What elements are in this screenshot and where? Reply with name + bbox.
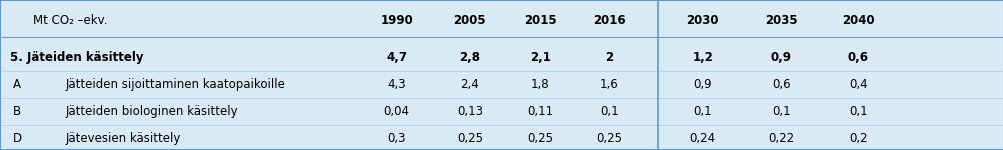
Text: 0,3: 0,3	[387, 132, 405, 145]
Text: 5. Jäteiden käsittely: 5. Jäteiden käsittely	[10, 51, 143, 64]
Text: 0,25: 0,25	[456, 132, 482, 145]
Text: 2,1: 2,1	[530, 51, 550, 64]
Text: Jätevesien käsittely: Jätevesien käsittely	[65, 132, 181, 145]
Text: 0,2: 0,2	[849, 132, 867, 145]
Text: 0,13: 0,13	[456, 105, 482, 118]
Text: 2015: 2015	[524, 14, 556, 27]
Text: 0,25: 0,25	[596, 132, 622, 145]
Text: A: A	[13, 78, 21, 91]
Text: Jätteiden biologinen käsittely: Jätteiden biologinen käsittely	[65, 105, 238, 118]
Text: 2030: 2030	[686, 14, 718, 27]
Text: 0,11: 0,11	[527, 105, 553, 118]
Text: 0,1: 0,1	[771, 105, 789, 118]
Text: 0,1: 0,1	[693, 105, 711, 118]
Text: 2035: 2035	[764, 14, 796, 27]
Text: 0,22: 0,22	[767, 132, 793, 145]
Text: 1990: 1990	[380, 14, 412, 27]
Text: 0,9: 0,9	[770, 51, 790, 64]
Text: 0,6: 0,6	[771, 78, 789, 91]
Text: 2016: 2016	[593, 14, 625, 27]
Text: Jätteiden sijoittaminen kaatopaikoille: Jätteiden sijoittaminen kaatopaikoille	[65, 78, 285, 91]
Text: 0,24: 0,24	[689, 132, 715, 145]
Text: 0,6: 0,6	[848, 51, 868, 64]
Text: 4,7: 4,7	[386, 51, 406, 64]
Text: 2040: 2040	[842, 14, 874, 27]
Text: 0,1: 0,1	[600, 105, 618, 118]
Text: 2,4: 2,4	[460, 78, 478, 91]
Text: 0,1: 0,1	[849, 105, 867, 118]
Text: Mt CO₂ –ekv.: Mt CO₂ –ekv.	[33, 14, 107, 27]
Text: 1,6: 1,6	[600, 78, 618, 91]
Text: 0,9: 0,9	[693, 78, 711, 91]
Text: 1,2: 1,2	[692, 51, 712, 64]
Text: 1,8: 1,8	[531, 78, 549, 91]
Text: D: D	[13, 132, 22, 145]
Text: 2: 2	[605, 51, 613, 64]
Text: 2005: 2005	[453, 14, 485, 27]
Text: 2,8: 2,8	[459, 51, 479, 64]
Text: 0,04: 0,04	[383, 105, 409, 118]
Text: 0,4: 0,4	[849, 78, 867, 91]
Text: 4,3: 4,3	[387, 78, 405, 91]
Text: 0,25: 0,25	[527, 132, 553, 145]
Text: B: B	[13, 105, 21, 118]
